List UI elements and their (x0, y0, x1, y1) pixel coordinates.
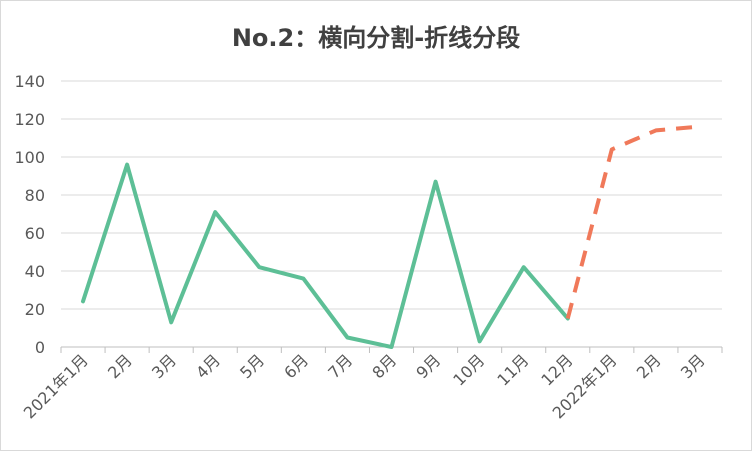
x-tick-label: 2月 (104, 350, 136, 382)
x-tick-label: 9月 (412, 350, 444, 382)
x-tick-label: 3月 (148, 350, 180, 382)
x-tick-label: 8月 (368, 350, 400, 382)
series-line-1 (81, 162, 570, 349)
x-tick-label: 2021年1月 (20, 350, 92, 422)
x-tick-label: 3月 (677, 350, 709, 382)
y-tick-label: 60 (25, 224, 45, 243)
x-tick-label: 4月 (192, 350, 224, 382)
y-axis-ticks: 0 20 40 60 80 100 120 140 (14, 72, 45, 357)
x-tick-label: 12月 (537, 350, 576, 389)
y-tick-label: 20 (25, 300, 45, 319)
series-line-2 (565, 124, 701, 320)
y-tick-label: 0 (35, 338, 45, 357)
y-tick-label: 80 (25, 186, 45, 205)
y-tick-label: 140 (14, 72, 45, 91)
x-tick-label: 5月 (236, 350, 268, 382)
x-tick-label: 11月 (493, 350, 532, 389)
y-tick-label: 40 (25, 262, 45, 281)
x-tick-label: 6月 (280, 350, 312, 382)
series-lines (81, 124, 701, 349)
x-tick-label: 10月 (449, 350, 488, 389)
y-tick-label: 120 (14, 110, 45, 129)
chart-title: No.2：横向分割-折线分段 (231, 24, 521, 52)
x-tick-label: 7月 (324, 350, 356, 382)
x-tick-label: 2月 (633, 350, 665, 382)
gridlines (61, 80, 722, 310)
y-tick-label: 100 (14, 148, 45, 167)
